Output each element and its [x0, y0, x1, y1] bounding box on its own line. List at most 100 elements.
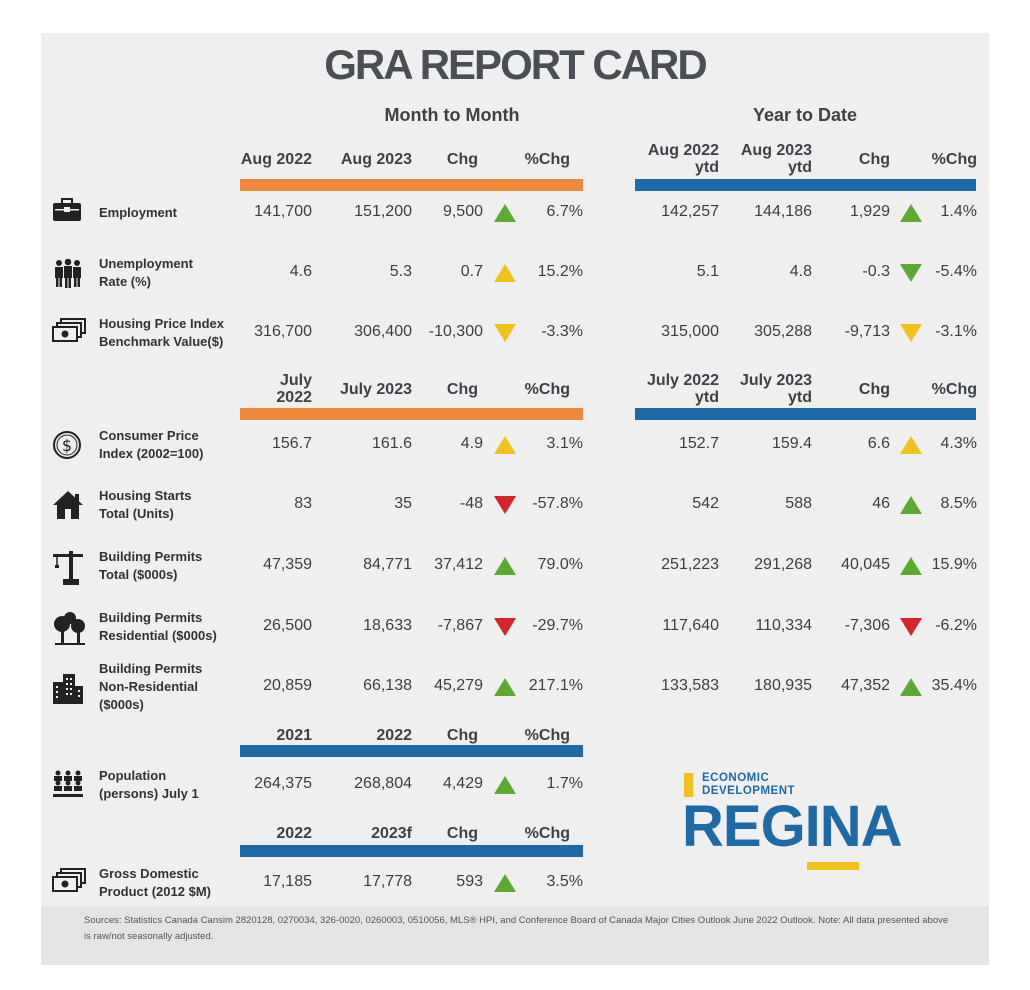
month-value: 17,778 — [363, 873, 412, 890]
ytd-value: 110,334 — [755, 617, 812, 634]
ytd-change-arrow-icon — [900, 618, 922, 636]
column-header: 2023f — [371, 825, 412, 842]
ytd-value: 291,268 — [754, 556, 812, 573]
month-value: -7,867 — [437, 617, 483, 634]
ytd-header-bar — [635, 179, 976, 191]
month-value: 316,700 — [254, 323, 312, 340]
column-header: %Chg — [524, 151, 570, 168]
month-value: 84,771 — [363, 556, 412, 573]
month-value: 4,429 — [442, 775, 483, 792]
month-header-bar — [240, 745, 583, 757]
month-value: 151,200 — [354, 203, 412, 220]
ytd-value: 117,640 — [662, 617, 719, 634]
month-change-arrow-icon — [494, 678, 516, 696]
month-value: 37,412 — [434, 556, 483, 573]
month-value: 3.1% — [546, 435, 583, 452]
row-label: Building Permits Non-Residential ($000s) — [99, 661, 203, 712]
month-value: 217.1% — [528, 677, 583, 694]
month-change-arrow-icon — [494, 204, 516, 222]
ytd-value: 1.4% — [940, 203, 977, 220]
ytd-change-arrow-icon — [900, 324, 922, 342]
people-icon — [52, 258, 84, 293]
ytd-value: 46 — [872, 495, 890, 512]
money-icon — [52, 868, 86, 899]
ytd-value: 47,352 — [841, 677, 890, 694]
section-year-to-date: Year to Date — [752, 105, 858, 125]
footer-band — [41, 906, 989, 965]
month-change-arrow-icon — [494, 557, 516, 575]
month-value: 6.7% — [546, 203, 583, 220]
month-value: 17,185 — [263, 873, 312, 890]
briefcase-icon — [52, 198, 82, 227]
ytd-header-bar — [635, 408, 976, 420]
month-header-bar — [240, 179, 583, 191]
ytd-value: 180,935 — [754, 677, 812, 694]
column-header: %Chg — [524, 825, 570, 842]
row-label: Population (persons) July 1 — [99, 768, 199, 801]
page-title: GRA REPORT CARD — [324, 41, 707, 88]
column-header: %Chg — [524, 381, 570, 398]
month-value: 156.7 — [271, 435, 312, 452]
column-header: Chg — [446, 727, 478, 744]
month-value: -48 — [459, 495, 483, 512]
column-header: %Chg — [931, 151, 977, 168]
column-header: Chg — [446, 381, 478, 398]
ytd-value: 588 — [785, 495, 812, 512]
column-header: July 2023 ytd — [739, 372, 812, 406]
ytd-value: 15.9% — [931, 556, 977, 573]
column-header: 2022 — [376, 727, 412, 744]
logo-wordmark: REGINA — [682, 794, 903, 859]
month-value: 4.6 — [289, 263, 312, 280]
month-value: 264,375 — [254, 775, 312, 792]
month-value: 161.6 — [371, 435, 412, 452]
ytd-value: 35.4% — [931, 677, 977, 694]
ytd-value: 159.4 — [771, 435, 812, 452]
row-label: Housing Starts Total (Units) — [99, 488, 192, 521]
month-change-arrow-icon — [494, 264, 516, 282]
logo-underline — [807, 862, 859, 870]
ytd-value: 142,257 — [661, 203, 719, 220]
buildings-icon — [52, 672, 84, 709]
month-header-bar — [240, 408, 583, 420]
logo-accent-bar — [684, 773, 693, 797]
ytd-value: 251,223 — [661, 556, 719, 573]
logo-subtitle: ECONOMIC DEVELOPMENT — [702, 772, 796, 797]
month-value: 9,500 — [442, 203, 483, 220]
ytd-value: 8.5% — [940, 495, 977, 512]
month-value: -3.3% — [541, 323, 583, 340]
ytd-change-arrow-icon — [900, 204, 922, 222]
ytd-value: -9,713 — [844, 323, 890, 340]
month-change-arrow-icon — [494, 776, 516, 794]
column-header: 2022 — [276, 825, 312, 842]
ytd-value: 542 — [692, 495, 719, 512]
month-change-arrow-icon — [494, 324, 516, 342]
ytd-change-arrow-icon — [900, 496, 922, 514]
row-label: Housing Price Index Benchmark Value($) — [99, 316, 224, 349]
ytd-value: 5.1 — [696, 263, 719, 280]
month-value: 3.5% — [546, 873, 583, 890]
month-value: 268,804 — [354, 775, 412, 792]
month-value: -29.7% — [532, 617, 583, 634]
ytd-value: -6.2% — [935, 617, 977, 634]
report-card: GRA REPORT CARD Month to Month Year to D… — [41, 33, 989, 965]
column-header: Aug 2023 — [340, 151, 412, 168]
ytd-change-arrow-icon — [900, 264, 922, 282]
row-label: Gross Domestic Product (2012 $M) — [99, 866, 211, 899]
month-change-arrow-icon — [494, 618, 516, 636]
dollar-coin-icon: $ — [52, 430, 82, 465]
ytd-value: -5.4% — [935, 263, 977, 280]
ytd-value: 40,045 — [841, 556, 890, 573]
crane-icon — [52, 551, 84, 590]
month-value: 20,859 — [263, 677, 312, 694]
month-value: 79.0% — [537, 556, 583, 573]
month-value: 47,359 — [263, 556, 312, 573]
ytd-change-arrow-icon — [900, 557, 922, 575]
month-value: 15.2% — [537, 263, 583, 280]
ytd-change-arrow-icon — [900, 678, 922, 696]
month-value: 1.7% — [546, 775, 583, 792]
month-value: 0.7 — [460, 263, 483, 280]
row-label: Building Permits Total ($000s) — [99, 549, 203, 582]
column-header: July 2022 — [276, 372, 312, 406]
ytd-value: -3.1% — [935, 323, 977, 340]
column-header: Chg — [446, 825, 478, 842]
